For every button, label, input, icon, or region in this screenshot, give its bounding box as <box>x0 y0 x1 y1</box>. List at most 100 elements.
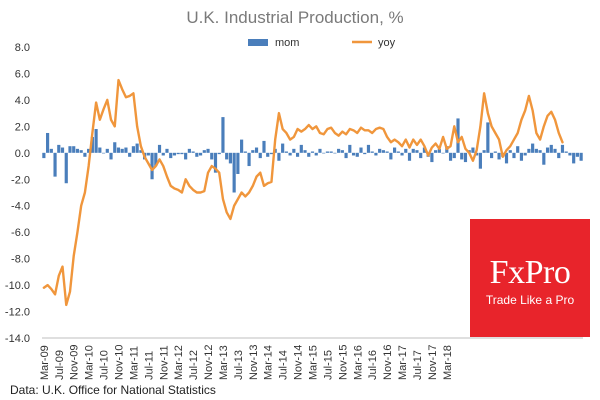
mom-bar <box>57 144 61 153</box>
x-tick-label: Mar-16 <box>352 345 364 380</box>
mom-bar <box>154 152 158 167</box>
mom-bar <box>553 148 557 153</box>
x-tick-label: Mar-13 <box>218 345 230 380</box>
mom-bar <box>243 151 247 153</box>
legend-swatch-mom <box>248 39 268 46</box>
mom-bar <box>385 151 389 153</box>
mom-bar <box>198 152 203 156</box>
mom-bar <box>42 152 46 159</box>
x-tick-label: Nov-15 <box>337 344 349 379</box>
y-tick-label: -12.0 <box>5 307 30 319</box>
x-tick-label: Jul-12 <box>188 350 200 380</box>
mom-bar <box>101 152 106 154</box>
mom-bar <box>202 150 206 153</box>
source-note: Data: U.K. Office for National Statistic… <box>10 383 216 397</box>
mom-bar <box>560 144 565 153</box>
mom-bar <box>254 147 259 153</box>
mom-bar <box>210 152 214 160</box>
x-tick-label: Jul-11 <box>143 351 155 380</box>
mom-bar <box>79 150 83 153</box>
mom-bar <box>299 144 303 153</box>
mom-bar <box>452 152 456 159</box>
x-tick-label: Jul-16 <box>367 350 379 380</box>
mom-bar <box>206 148 210 153</box>
mom-bar <box>325 151 330 153</box>
mom-bar <box>217 152 221 155</box>
mom-bar <box>508 150 512 153</box>
mom-bar <box>396 151 400 153</box>
mom-bar <box>471 147 475 153</box>
mom-bar <box>303 150 307 153</box>
x-tick-label: Jul-15 <box>322 350 334 380</box>
mom-bar <box>519 152 524 161</box>
mom-bar <box>258 152 262 159</box>
mom-bar <box>381 150 385 153</box>
mom-bar <box>422 147 427 153</box>
mom-bar <box>344 152 348 159</box>
x-tick-label: Nov-10 <box>114 345 126 380</box>
mom-bar <box>195 152 199 157</box>
x-tick-label: Mar-10 <box>84 345 96 380</box>
mom-bar <box>116 147 121 153</box>
x-tick-label: Mar-09 <box>39 345 51 380</box>
x-tick-label: Nov-14 <box>293 345 305 380</box>
mom-bar <box>441 152 445 154</box>
mom-bar <box>187 148 191 153</box>
y-tick-label: -2.0 <box>11 174 30 186</box>
mom-bar <box>124 147 128 153</box>
y-tick-label: -8.0 <box>11 254 30 266</box>
mom-bar <box>318 148 322 153</box>
mom-bar <box>497 152 501 160</box>
x-tick-label: Jul-14 <box>278 350 290 380</box>
mom-bar <box>482 150 486 153</box>
mom-bar <box>389 152 393 160</box>
mom-bar <box>236 152 240 174</box>
mom-bar <box>83 152 87 157</box>
mom-bar <box>460 152 464 160</box>
mom-bar <box>184 152 188 160</box>
mom-bar <box>333 152 337 154</box>
mom-bar <box>448 152 453 161</box>
x-tick-label: Mar-14 <box>263 345 275 380</box>
x-axis-ticks: Mar-09 Jul-09 Nov-09 Mar-10 Jul-10 Nov-10 Mar-… <box>39 344 454 380</box>
y-tick-label: 4.0 <box>15 95 30 107</box>
mom-bar <box>169 152 173 159</box>
mom-bar <box>579 152 583 161</box>
mom-bar <box>180 152 184 155</box>
legend-label-mom: mom <box>275 37 299 49</box>
mom-bar <box>288 152 292 156</box>
mom-bar <box>512 152 516 159</box>
mom-bar <box>113 142 117 153</box>
mom-bar <box>146 152 150 156</box>
mom-bar <box>490 152 494 159</box>
mom-bar <box>463 152 468 163</box>
mom-bar <box>363 152 367 155</box>
mom-bar <box>292 148 296 153</box>
mom-bar <box>575 152 579 157</box>
mom-bar <box>251 150 255 153</box>
mom-bar <box>527 148 531 153</box>
mom-bar <box>557 152 561 159</box>
y-tick-label: -10.0 <box>5 280 30 292</box>
x-tick-label: Mar-12 <box>173 345 185 380</box>
y-tick-label: -6.0 <box>11 227 30 239</box>
mom-bar <box>247 152 251 167</box>
mom-bar <box>359 147 363 153</box>
mom-bar <box>434 150 438 153</box>
mom-bar <box>172 152 177 156</box>
mom-bar <box>161 152 165 156</box>
x-tick-label: Mar-18 <box>442 345 454 380</box>
x-tick-label: Nov-09 <box>69 345 81 380</box>
legend: mom yoy <box>248 37 396 49</box>
mom-bar <box>393 147 397 153</box>
mom-bar <box>415 150 419 153</box>
y-tick-label: 6.0 <box>15 68 30 80</box>
mom-bar <box>49 148 53 153</box>
mom-bar <box>150 152 154 180</box>
mom-bar <box>516 146 520 153</box>
mom-bar <box>366 144 371 153</box>
mom-bar <box>72 146 76 153</box>
mom-bar <box>213 152 218 173</box>
mom-bar <box>269 152 274 155</box>
mom-bar <box>139 150 143 153</box>
